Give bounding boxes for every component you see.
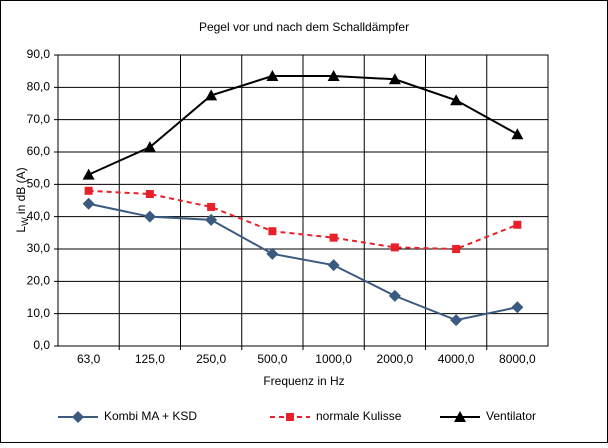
x-tick-label: 500,0 — [257, 352, 287, 366]
y-axis-label: LW in dB (A) — [14, 167, 30, 232]
y-tick-label: 20,0 — [27, 274, 51, 288]
marker — [327, 259, 340, 272]
marker — [454, 411, 466, 422]
marker — [450, 94, 463, 106]
legend-label: Ventilator — [486, 409, 536, 423]
series-line — [88, 189, 518, 251]
marker — [82, 197, 95, 210]
marker — [450, 314, 463, 327]
marker — [390, 243, 399, 252]
y-label-rest: in dB (A) — [14, 167, 28, 217]
y-label-main: L — [14, 226, 28, 233]
x-tick-label: 63,0 — [77, 352, 101, 366]
marker — [266, 70, 279, 82]
y-tick-label: 60,0 — [27, 144, 51, 158]
marker — [266, 247, 279, 260]
y-tick-label: 30,0 — [27, 241, 51, 255]
y-tick-label: 70,0 — [27, 112, 51, 126]
x-tick-label: 125,0 — [135, 352, 165, 366]
marker — [72, 411, 84, 423]
x-axis-label: Frequenz in Hz — [263, 374, 344, 388]
marker — [513, 220, 522, 229]
marker — [205, 213, 218, 226]
y-tick-label: 80,0 — [27, 80, 51, 94]
marker — [388, 73, 401, 85]
marker — [145, 190, 154, 199]
marker — [207, 202, 216, 211]
legend-label: Kombi MA + KSD — [104, 409, 197, 423]
x-tick-label: 1000,0 — [315, 352, 352, 366]
marker — [452, 245, 461, 253]
y-tick-label: 0,0 — [33, 338, 50, 352]
y-tick-label: 90,0 — [27, 47, 51, 61]
legend-label: normale Kulisse — [316, 409, 402, 423]
marker — [511, 301, 524, 314]
marker — [82, 168, 95, 180]
series-line — [88, 202, 518, 322]
marker — [327, 70, 340, 82]
y-tick-label: 10,0 — [27, 306, 51, 320]
marker — [511, 128, 524, 140]
y-tick-label: 40,0 — [27, 209, 51, 223]
y-label-sub: W — [20, 217, 30, 226]
x-tick-label: 4000,0 — [438, 352, 475, 366]
series-line — [88, 75, 518, 176]
x-tick-label: 2000,0 — [377, 352, 414, 366]
y-tick-label: 50,0 — [27, 177, 51, 191]
marker — [268, 227, 277, 236]
marker — [84, 186, 93, 195]
marker — [388, 289, 401, 302]
x-tick-label: 8000,0 — [499, 352, 536, 366]
x-tick-label: 250,0 — [196, 352, 226, 366]
marker — [329, 233, 338, 242]
chart-title: Pegel vor und nach dem Schalldämpfer — [199, 20, 409, 34]
marker — [143, 210, 156, 223]
marker — [143, 141, 156, 153]
marker — [205, 89, 218, 101]
marker — [286, 413, 294, 421]
